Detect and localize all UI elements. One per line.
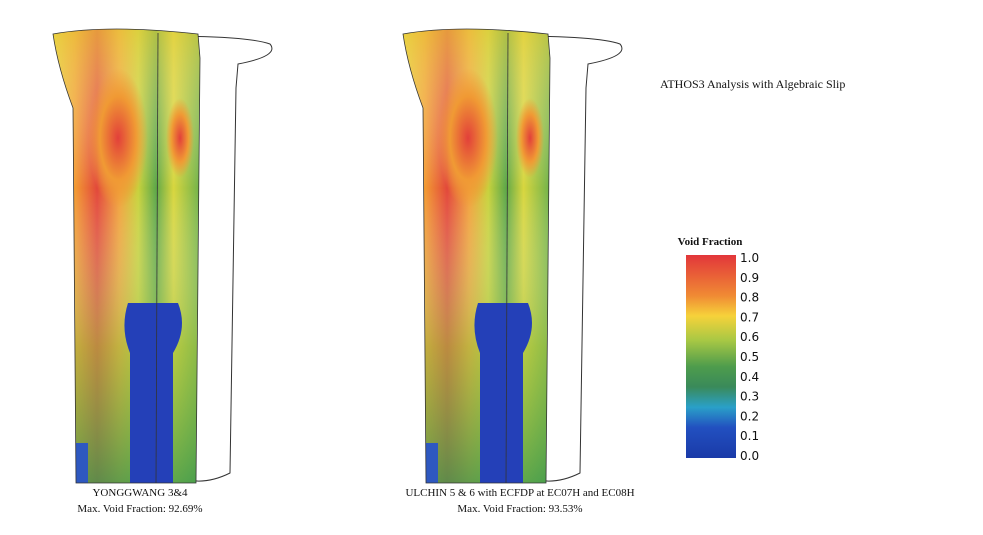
colorbar-tick-label: 0.0 (740, 449, 759, 463)
figure: ATHOS3 Analysis with Algebraic Slip YONG… (0, 0, 983, 535)
colorbar-tick-label: 0.8 (740, 291, 759, 305)
caption: Max. Void Fraction: 93.53% (457, 503, 582, 515)
colorbar-tick-label: 0.3 (740, 390, 759, 404)
colorbar-tick-label: 0.1 (740, 429, 759, 443)
caption: Max. Void Fraction: 92.69% (77, 503, 202, 515)
contour-plot (53, 29, 272, 483)
colorbar (686, 255, 736, 458)
colorbar-tick-label: 0.7 (740, 310, 759, 324)
colorbar-tick-label: 0.9 (740, 271, 759, 285)
caption: YONGGWANG 3&4 (92, 487, 188, 499)
caption: ULCHIN 5 & 6 with ECFDP at EC07H and EC0… (405, 487, 634, 499)
colorbar-tick-label: 0.2 (740, 409, 759, 423)
title: ATHOS3 Analysis with Algebraic Slip (660, 77, 845, 91)
contour-plot (403, 29, 622, 483)
colorbar-label: Void Fraction (678, 236, 743, 248)
colorbar-tick-label: 0.5 (740, 350, 759, 364)
colorbar-ticks: 1.0 0.9 0.8 0.7 0.6 0.5 0.4 0.3 0.2 0.1 0.0 (740, 251, 759, 463)
colorbar-tick-label: 1.0 (740, 251, 759, 265)
colorbar-tick-label: 0.6 (740, 330, 759, 344)
colorbar-tick-label: 0.4 (740, 370, 759, 384)
